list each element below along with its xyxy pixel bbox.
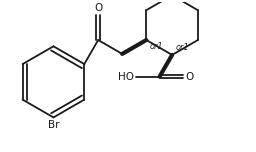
Text: Br: Br (48, 120, 59, 130)
Text: or1: or1 (150, 42, 163, 51)
Text: HO: HO (118, 72, 134, 82)
Text: O: O (94, 3, 102, 13)
Text: O: O (185, 72, 194, 82)
Text: or1: or1 (175, 43, 189, 52)
